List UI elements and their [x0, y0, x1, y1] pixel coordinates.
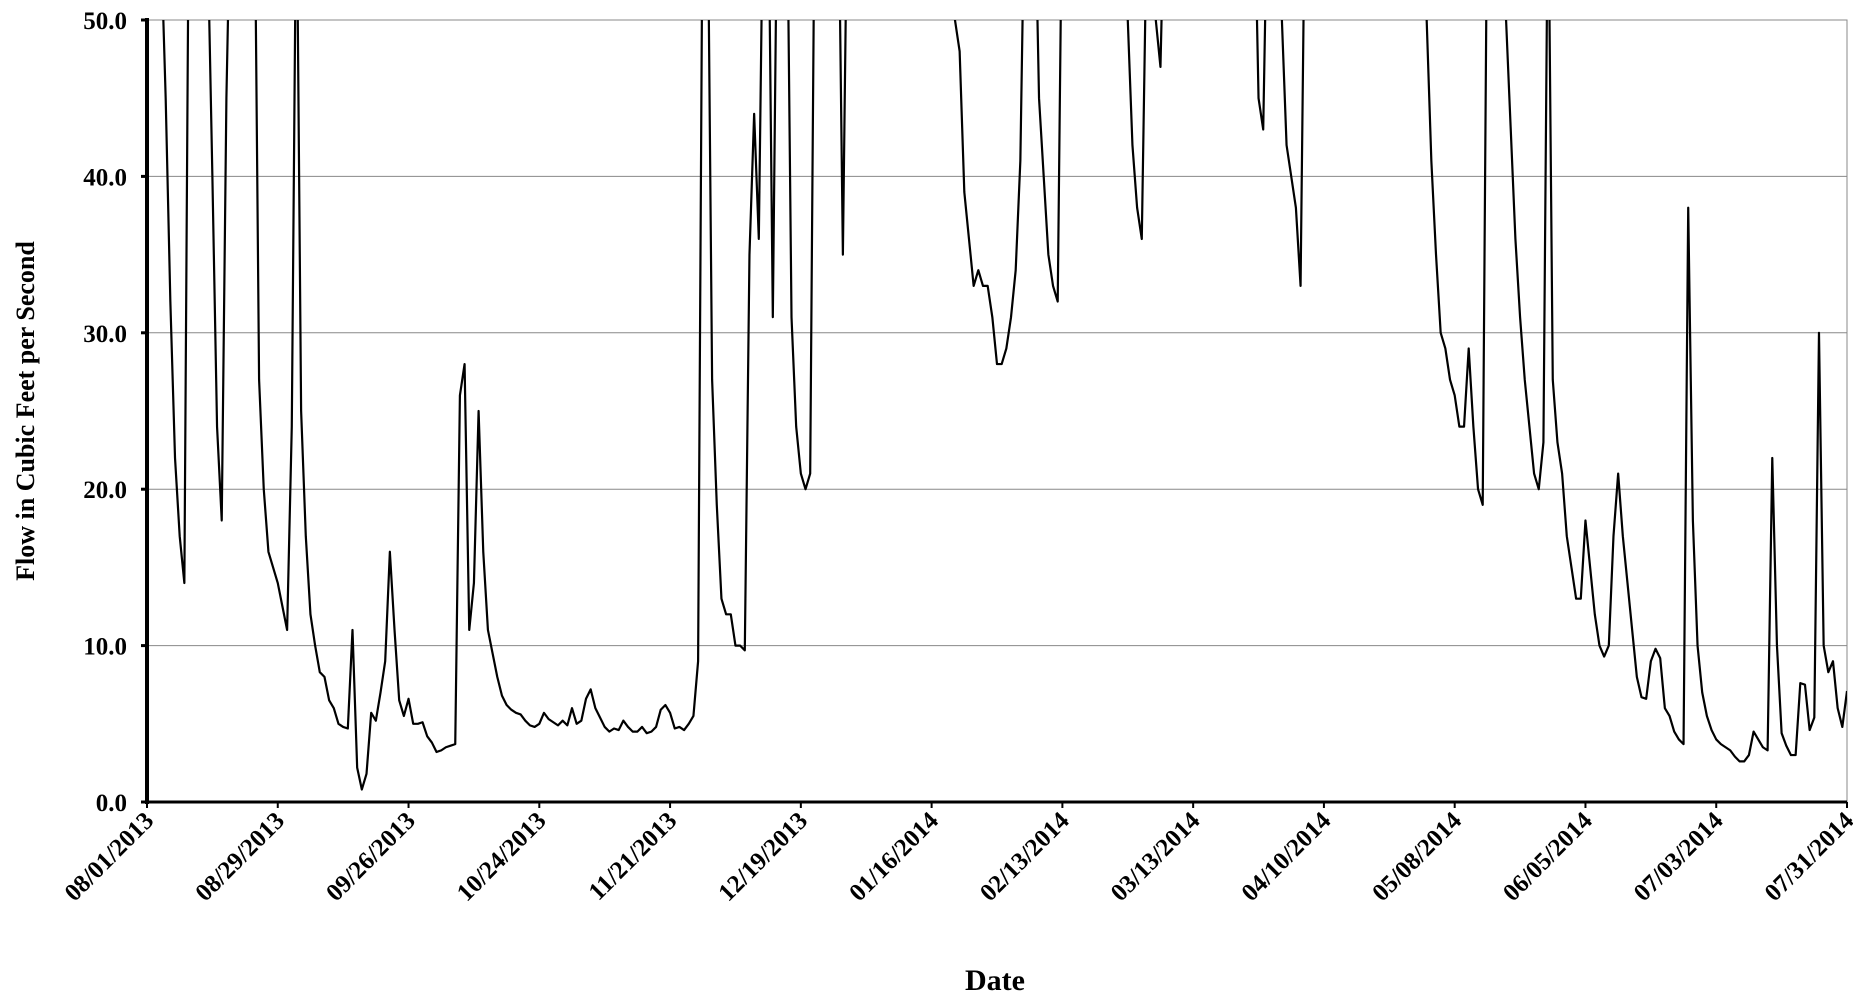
y-tick-label: 20.0: [83, 477, 127, 504]
x-tick-label: 08/01/2013: [60, 807, 160, 907]
y-tick-label: 40.0: [83, 164, 127, 191]
x-tick-label: 08/29/2013: [190, 807, 290, 907]
y-tick-label: 30.0: [83, 321, 127, 348]
x-axis-label: Date: [965, 964, 1025, 997]
x-tick-label: 02/13/2014: [975, 807, 1075, 907]
plot-frame: [146, 19, 1848, 803]
x-tick-label: 07/03/2014: [1629, 807, 1729, 907]
x-tick-label: 04/10/2014: [1237, 807, 1337, 907]
x-tick-label: 09/26/2013: [321, 807, 421, 907]
x-tick-label: 03/13/2014: [1106, 807, 1206, 907]
x-tick-label: 12/19/2013: [713, 807, 813, 907]
flow-line: [162, 20, 1847, 791]
x-tick-label: 10/24/2013: [452, 807, 552, 907]
x-tick-label: 06/05/2014: [1498, 807, 1598, 907]
x-tick-label: 11/21/2013: [584, 807, 683, 906]
x-tick-label: 07/31/2014: [1760, 807, 1853, 907]
y-tick-label: 50.0: [83, 8, 127, 35]
plot-area: [162, 20, 1847, 791]
y-axis-label: Flow in Cubic Feet per Second: [11, 241, 40, 581]
y-tick-label: 0.0: [96, 790, 127, 817]
y-tick-label: 10.0: [83, 634, 127, 661]
x-tick-label: 01/16/2014: [844, 807, 944, 907]
x-tick-label: 05/08/2014: [1367, 807, 1467, 907]
